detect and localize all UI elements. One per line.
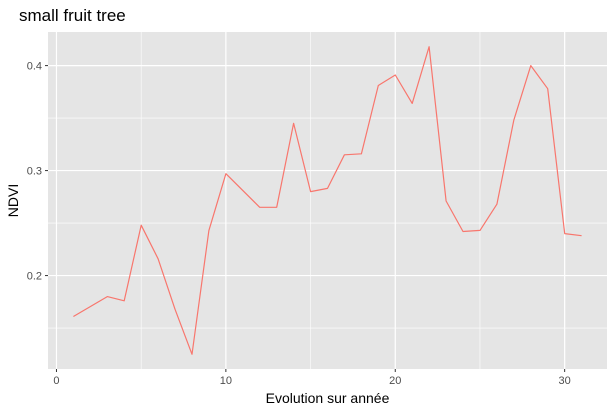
y-axis-title: NDVI — [5, 184, 21, 217]
x-tick-label: 20 — [389, 375, 401, 387]
chart-title: small fruit tree — [19, 6, 126, 25]
ndvi-series-line — [73, 46, 582, 355]
series-layer — [73, 46, 582, 355]
x-tick-label: 0 — [53, 375, 59, 387]
major-gridlines — [48, 32, 607, 369]
x-axis-title: Evolution sur année — [266, 390, 390, 406]
axis-tick-labels: 0 10 20 30 0.2 0.3 0.4 — [27, 61, 571, 387]
y-tick-label: 0.4 — [27, 61, 42, 73]
plot-panel — [48, 32, 607, 369]
axis-ticks — [45, 65, 566, 372]
x-tick-label: 30 — [559, 375, 571, 387]
y-tick-label: 0.3 — [27, 166, 42, 178]
x-tick-label: 10 — [220, 375, 232, 387]
y-tick-label: 0.2 — [27, 271, 42, 283]
